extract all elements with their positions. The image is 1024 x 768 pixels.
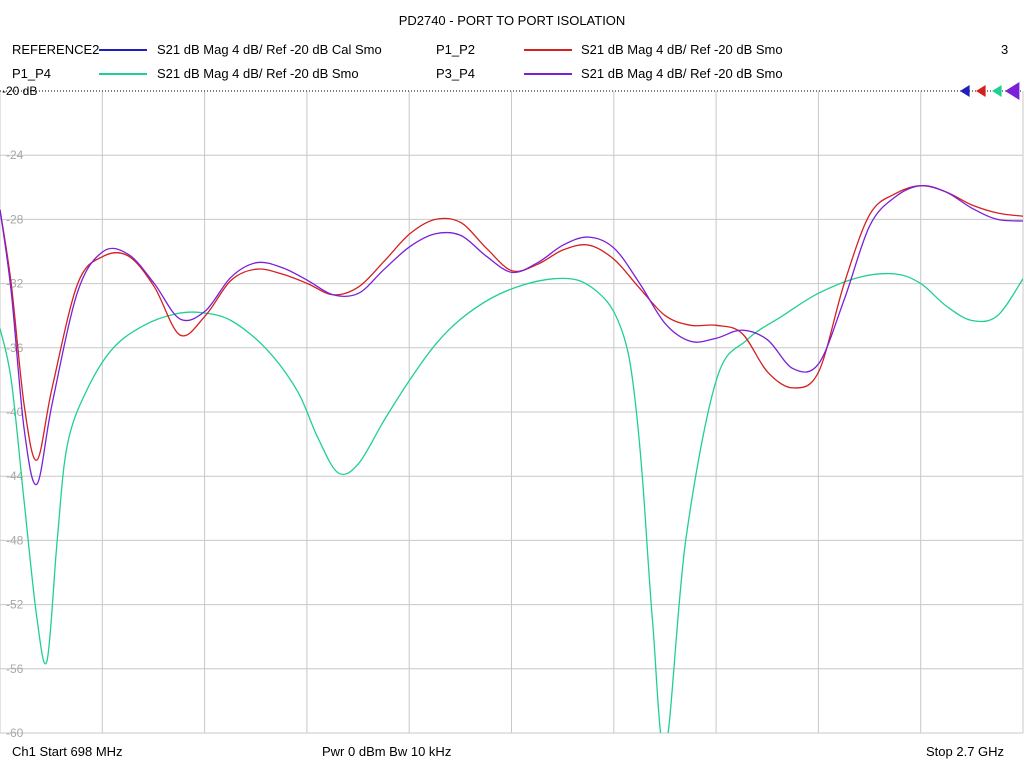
footer-power-bandwidth: Pwr 0 dBm Bw 10 kHz (322, 744, 452, 759)
y-tick-label: -52 (6, 598, 24, 612)
ref-marker-reference2 (960, 85, 970, 97)
ref-marker-p1-p4 (992, 85, 1002, 97)
legend-swatch-p1-p4 (99, 73, 147, 75)
ref-marker-p3-p4 (1005, 82, 1020, 100)
y-tick-label: -28 (6, 212, 24, 226)
legend-name-p1-p2: P1_P2 (436, 42, 476, 57)
y-tick-label: -32 (6, 277, 24, 291)
legend-name-p1-p4: P1_P4 (12, 66, 52, 81)
ref-marker-p1-p2 (976, 85, 986, 97)
legend-trace-reference2: S21 dB Mag 4 dB/ Ref -20 dB Cal Smo (157, 42, 382, 57)
y-tick-label: -56 (6, 662, 24, 676)
footer-stop: Stop 2.7 GHz (926, 744, 1005, 759)
legend-swatch-p3-p4 (524, 73, 572, 75)
y-tick-label: -24 (6, 148, 24, 162)
legend-swatch-reference2 (99, 49, 147, 51)
grid-lines (0, 90, 1024, 734)
legend-swatch-p1-p2 (524, 49, 572, 51)
y-tick-label: -20 dB (2, 84, 37, 98)
y-tick-label: -60 (6, 726, 24, 740)
legend-name-reference2: REFERENCE2 (12, 42, 100, 57)
marker-label: 3 (1001, 42, 1009, 57)
trace-p3-p4 (0, 184, 1023, 486)
chart-title: PD2740 - PORT TO PORT ISOLATION (398, 13, 626, 28)
y-tick-label: -44 (6, 469, 24, 483)
ref-markers (960, 82, 1020, 100)
legend-trace-p3-p4: S21 dB Mag 4 dB/ Ref -20 dB Smo (581, 66, 783, 81)
traces (0, 184, 1023, 733)
legend-name-p3-p4: P3_P4 (436, 66, 476, 81)
y-tick-label: -36 (6, 341, 24, 355)
legend-trace-p1-p2: S21 dB Mag 4 dB/ Ref -20 dB Smo (581, 42, 783, 57)
legend-trace-p1-p4: S21 dB Mag 4 dB/ Ref -20 dB Smo (157, 66, 359, 81)
trace-p1-p2 (0, 185, 1023, 461)
y-tick-label: -48 (6, 533, 24, 547)
footer-start: Ch1 Start 698 MHz (12, 744, 123, 759)
trace-p1-p4 (0, 272, 1023, 733)
